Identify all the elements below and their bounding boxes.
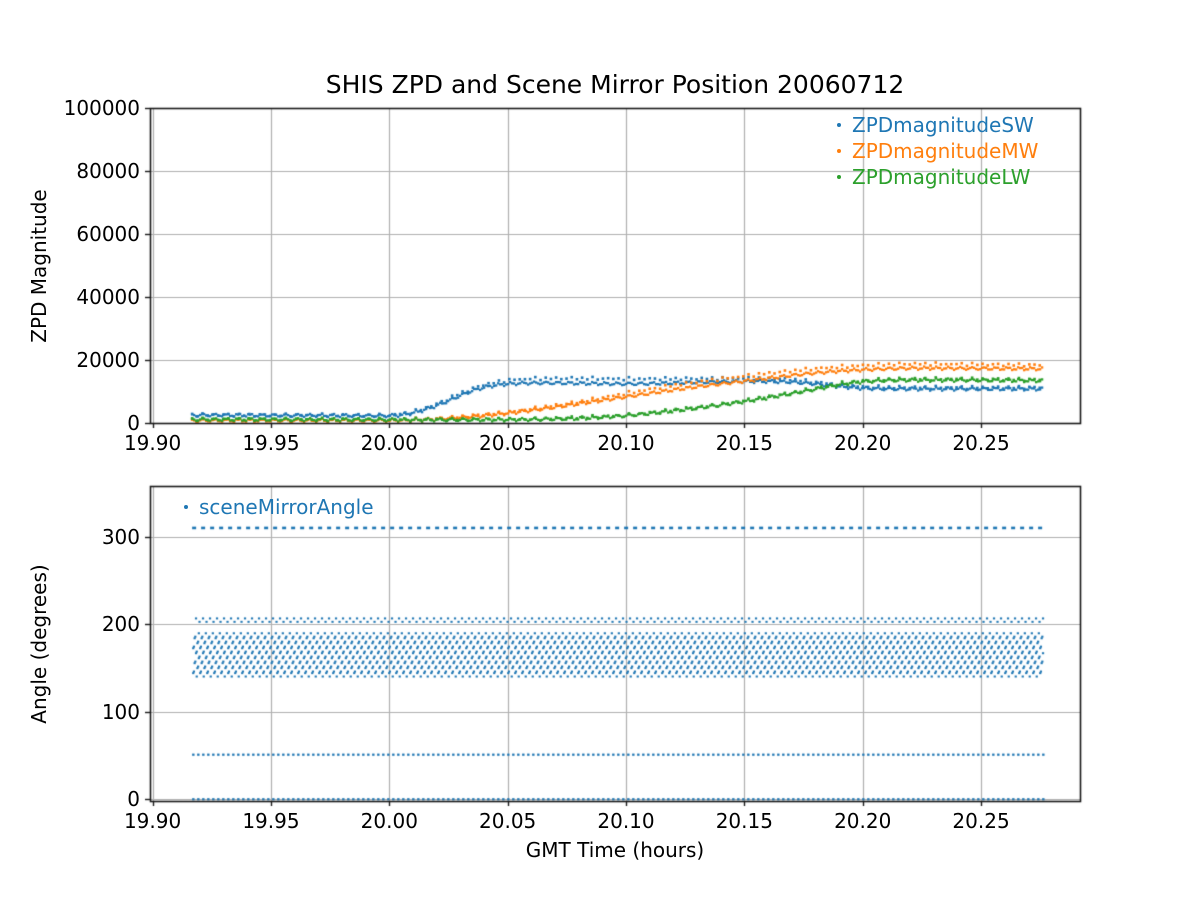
x-tick-label: 20.00 bbox=[360, 809, 418, 833]
x-tick-label: 20.10 bbox=[597, 809, 655, 833]
x-axis-label: GMT Time (hours) bbox=[525, 838, 705, 862]
y-tick-label: 100 bbox=[101, 699, 140, 724]
y-tick-label: 0 bbox=[127, 411, 140, 435]
legend-entry: sceneMirrorAngle bbox=[173, 494, 374, 520]
figure-title: SHIS ZPD and Scene Mirror Position 20060… bbox=[325, 70, 905, 99]
y-tick-label: 200 bbox=[101, 612, 140, 637]
legend-dot-icon bbox=[184, 505, 188, 509]
y-tick-label: 80000 bbox=[76, 159, 140, 183]
top-y-axis-label: ZPD Magnitude bbox=[27, 189, 51, 343]
legend-dot-icon bbox=[837, 123, 841, 127]
legend-entry: ZPDmagnitudeLW bbox=[826, 164, 1038, 190]
x-tick-label: 20.15 bbox=[715, 809, 773, 833]
y-tick-label: 20000 bbox=[76, 348, 140, 372]
y-tick-label: 0 bbox=[127, 787, 140, 812]
legend-marker bbox=[173, 505, 199, 509]
x-tick-label: 20.10 bbox=[597, 431, 655, 455]
x-tick-label: 20.20 bbox=[834, 431, 892, 455]
legend-dot-icon bbox=[837, 149, 841, 153]
top-legend: ZPDmagnitudeSW ZPDmagnitudeMW ZPDmagnitude… bbox=[826, 112, 1038, 190]
x-tick-label: 19.90 bbox=[123, 431, 182, 455]
y-tick-label: 60000 bbox=[76, 222, 140, 246]
legend-label: ZPDmagnitudeSW bbox=[852, 113, 1034, 137]
bottom-legend: sceneMirrorAngle bbox=[173, 494, 374, 520]
x-tick-label: 20.25 bbox=[952, 809, 1010, 833]
legend-label: sceneMirrorAngle bbox=[199, 495, 374, 519]
x-tick-label: 19.90 bbox=[123, 809, 182, 833]
legend-marker bbox=[826, 149, 852, 153]
x-tick-label: 20.05 bbox=[479, 809, 537, 833]
x-tick-label: 20.25 bbox=[952, 431, 1010, 455]
y-tick-label: 300 bbox=[101, 525, 140, 550]
x-tick-label: 20.20 bbox=[834, 809, 892, 833]
x-tick-label: 20.00 bbox=[360, 431, 418, 455]
legend-entry: ZPDmagnitudeSW bbox=[826, 112, 1038, 138]
legend-marker bbox=[826, 123, 852, 127]
legend-label: ZPDmagnitudeMW bbox=[852, 139, 1039, 163]
y-tick-label: 100000 bbox=[63, 96, 140, 120]
x-tick-label: 19.95 bbox=[242, 431, 300, 455]
x-tick-label: 20.15 bbox=[715, 431, 773, 455]
legend-label: ZPDmagnitudeLW bbox=[852, 165, 1031, 189]
x-tick-label: 20.05 bbox=[479, 431, 537, 455]
y-tick-label: 40000 bbox=[76, 285, 140, 309]
x-tick-label: 19.95 bbox=[242, 809, 300, 833]
legend-entry: ZPDmagnitudeMW bbox=[826, 138, 1038, 164]
legend-dot-icon bbox=[837, 175, 841, 179]
legend-marker bbox=[826, 175, 852, 179]
